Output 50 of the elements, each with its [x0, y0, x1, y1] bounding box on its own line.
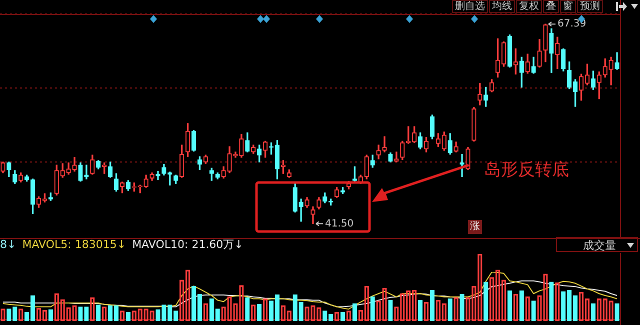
bar: [614, 303, 620, 321]
candlestick: [394, 152, 399, 162]
text: 成交量: [556, 237, 638, 252]
bar: [448, 298, 452, 321]
bar: [590, 303, 596, 321]
candlestick: [460, 154, 464, 177]
bar: [418, 300, 423, 321]
annotation: 41.50: [324, 218, 354, 230]
text: 均线: [489, 0, 515, 13]
text: MAVOL5: 183015↓: [22, 238, 126, 251]
bar: [78, 306, 83, 321]
bar: [460, 294, 464, 321]
text: 窗: [560, 0, 576, 13]
bar: [519, 290, 524, 321]
bar: [245, 297, 250, 321]
bar: [96, 304, 101, 321]
text: 叠: [543, 0, 559, 13]
bar: [430, 290, 435, 321]
bar: [507, 290, 512, 321]
text: 复权: [516, 0, 542, 13]
bar: [388, 300, 393, 321]
annotation: 涨: [468, 220, 482, 234]
bar: [209, 298, 214, 321]
text: 删自选: [452, 0, 488, 13]
bar: [84, 306, 89, 321]
bar: [48, 309, 54, 321]
bar: [126, 312, 131, 321]
bar: [531, 300, 536, 321]
annotation: 岛形反转底: [484, 159, 569, 181]
bar: [322, 310, 328, 321]
bar: [156, 309, 160, 321]
bar: [168, 304, 172, 321]
candlestick: [382, 136, 387, 152]
bar: [12, 306, 18, 321]
text: MAVOL10: 21.60万↓: [132, 238, 244, 251]
bar: [174, 310, 178, 321]
bar: [484, 282, 488, 321]
bar: [215, 308, 220, 321]
bar: [162, 304, 166, 321]
bar: [292, 294, 298, 321]
bar: [352, 303, 358, 321]
candlestick: [298, 198, 304, 222]
text: 预测: [577, 0, 603, 13]
bar: [298, 302, 304, 321]
text: 8↓: [0, 238, 16, 251]
bar: [6, 308, 12, 321]
bar: [370, 296, 375, 321]
bar: [340, 312, 346, 321]
bar: [256, 304, 262, 321]
bar: [549, 282, 554, 321]
